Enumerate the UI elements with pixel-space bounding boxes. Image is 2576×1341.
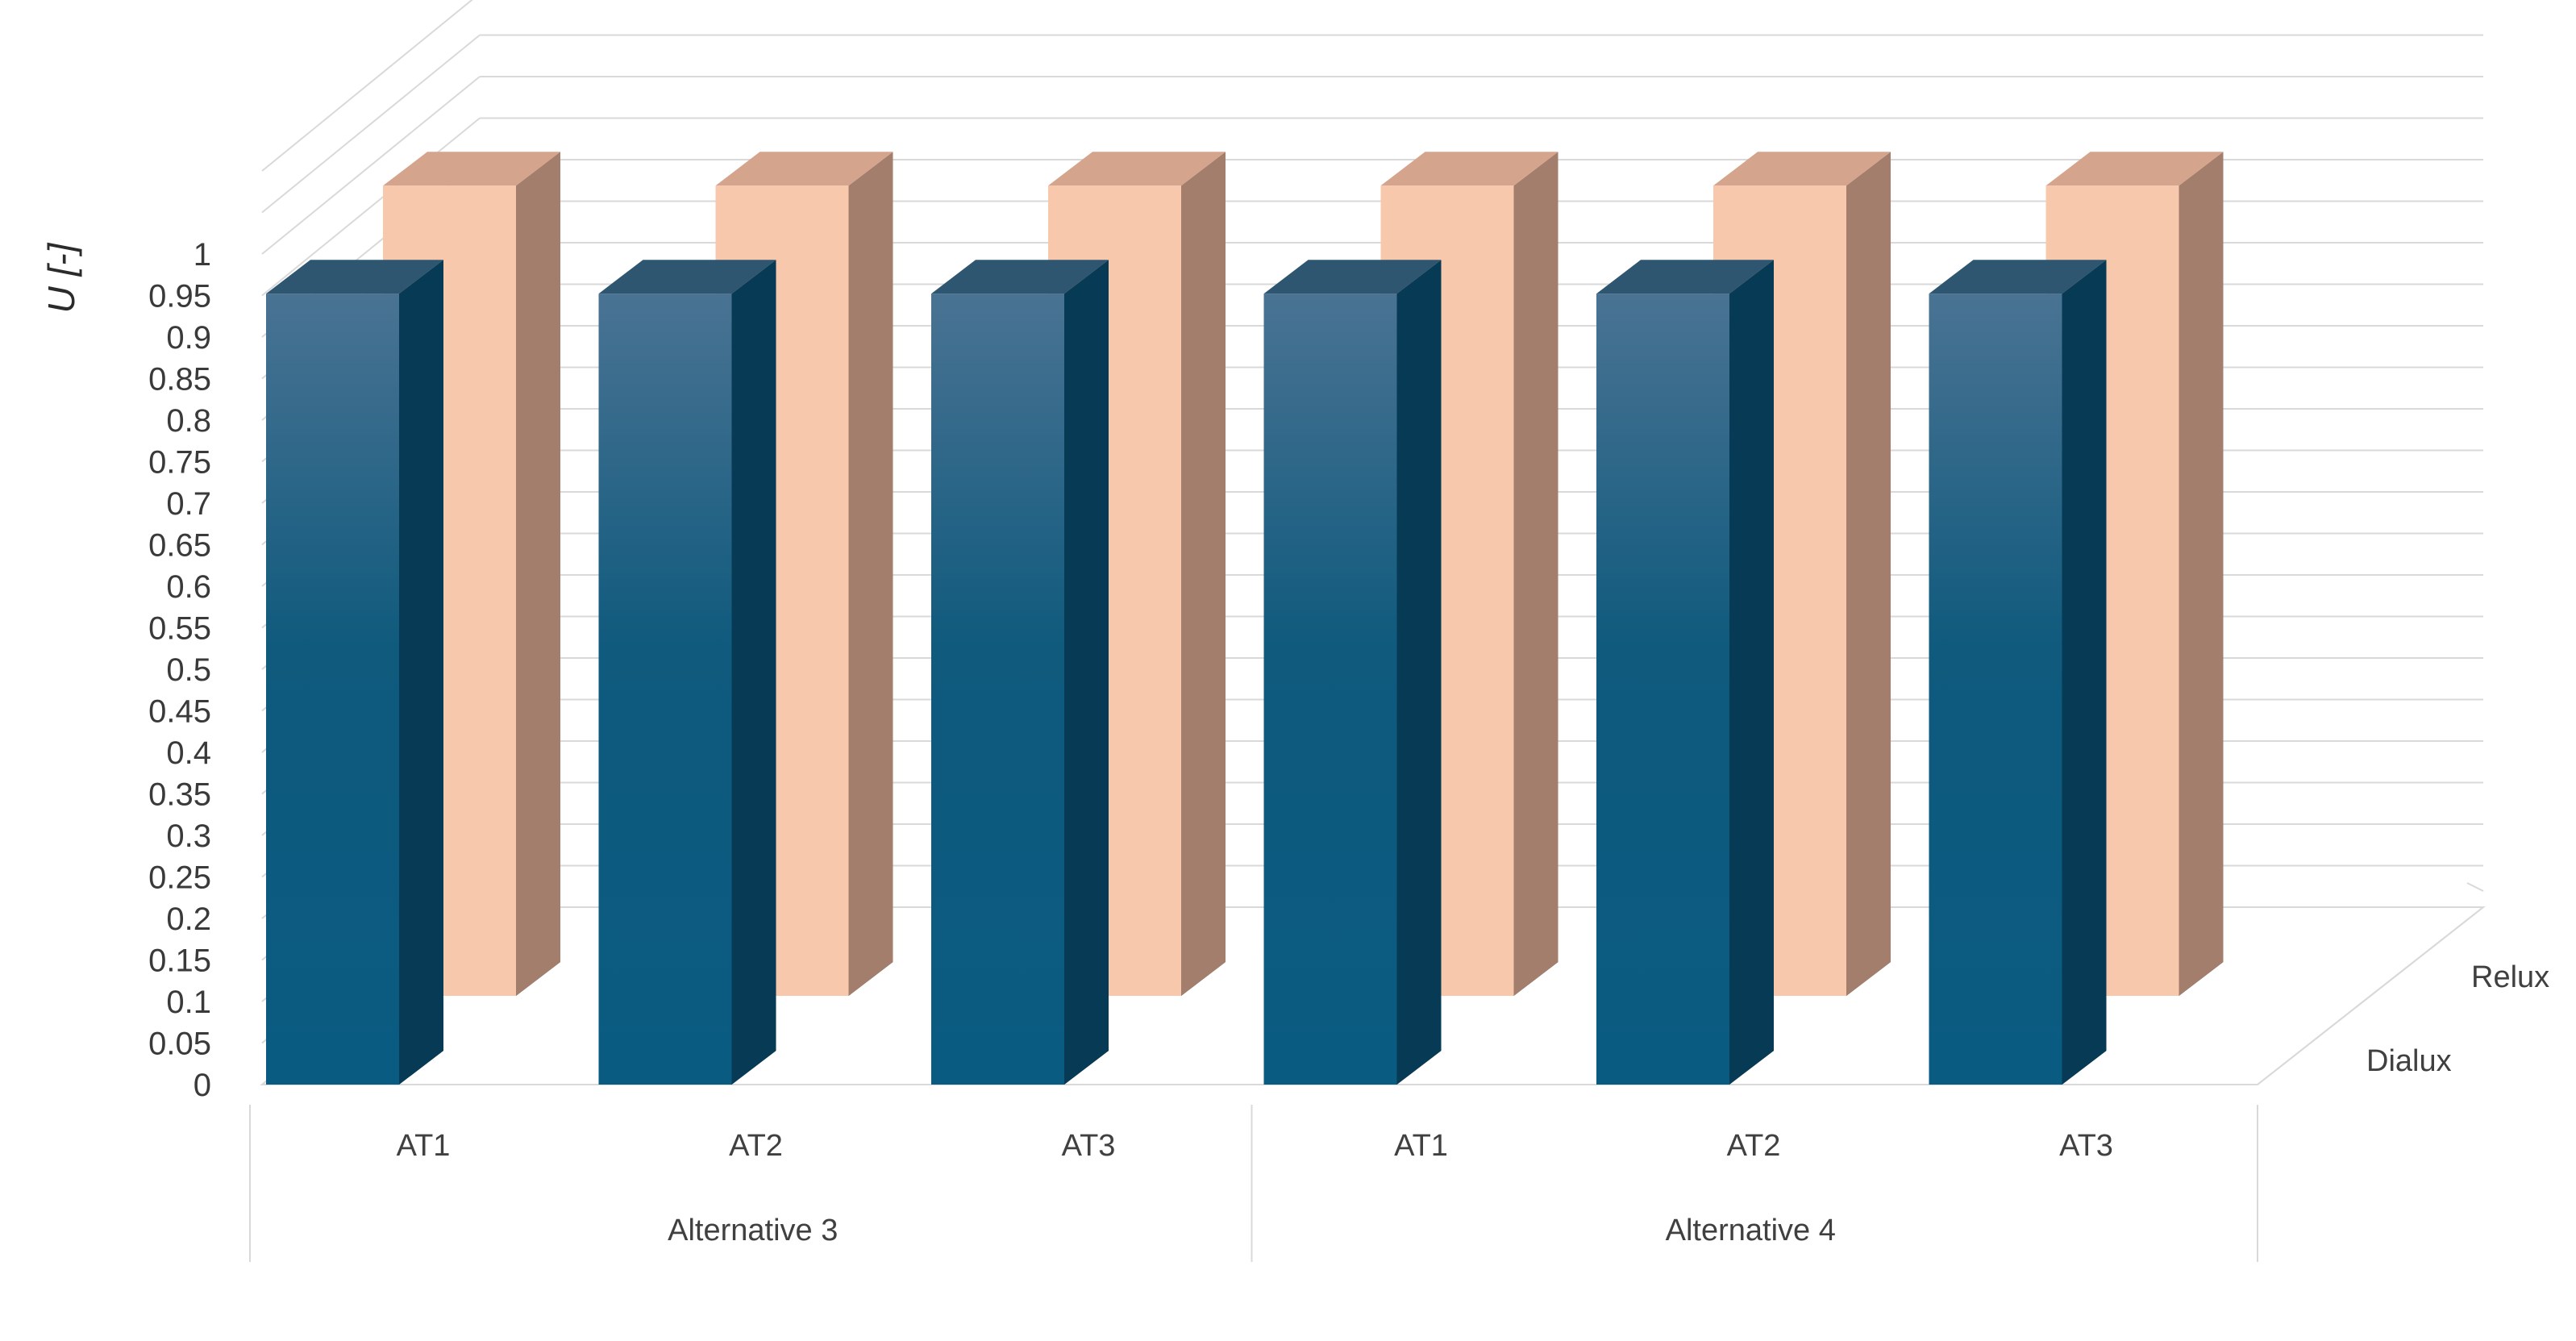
gridline-side bbox=[261, 117, 481, 297]
bar-top bbox=[1929, 260, 2107, 294]
y-tick-label: 0.25 bbox=[148, 860, 211, 896]
bar-top bbox=[1713, 152, 1891, 186]
series-label-dialux: Dialux bbox=[2366, 1044, 2452, 1078]
bar-side bbox=[1513, 152, 1559, 996]
y-tick-label: 0.45 bbox=[148, 694, 211, 730]
dialux-series bbox=[266, 260, 2107, 1085]
bar-side bbox=[2062, 260, 2107, 1085]
dialux-bar-3 bbox=[931, 260, 1109, 1085]
bar-side bbox=[516, 152, 560, 996]
bar-side bbox=[2179, 152, 2224, 996]
y-tick-label: 0.15 bbox=[148, 943, 211, 979]
bar-top bbox=[1263, 260, 1442, 294]
bar-top bbox=[1380, 152, 1559, 186]
category-label: AT2 bbox=[1727, 1129, 1781, 1163]
y-tick-label: 0.4 bbox=[166, 735, 211, 771]
bar-side bbox=[1846, 152, 1891, 996]
bar-top bbox=[383, 152, 560, 186]
y-tick-label: 0.55 bbox=[148, 611, 211, 647]
bar-side bbox=[1729, 260, 1774, 1085]
y-tick-label: 0.35 bbox=[148, 777, 211, 813]
dialux-bar-4 bbox=[1263, 260, 1442, 1085]
y-tick-label: 0.7 bbox=[166, 486, 211, 522]
y-tick-label: 0 bbox=[194, 1068, 211, 1103]
bar-side bbox=[1064, 260, 1109, 1085]
dialux-bar-6 bbox=[1929, 260, 2107, 1085]
bar-face bbox=[598, 294, 732, 1085]
bar-top bbox=[2045, 152, 2224, 186]
bar-side bbox=[1181, 152, 1226, 996]
bar-face bbox=[1929, 294, 2062, 1085]
bar-top bbox=[715, 152, 893, 186]
bar-side bbox=[399, 260, 443, 1085]
bar-top bbox=[598, 260, 776, 294]
bar-top bbox=[266, 260, 443, 294]
bar-side bbox=[848, 152, 893, 996]
series-axis-line bbox=[2466, 882, 2484, 892]
dialux-bar-1 bbox=[266, 260, 443, 1085]
bar-face bbox=[1596, 294, 1729, 1085]
bar-top bbox=[1048, 152, 1226, 186]
category-label: AT2 bbox=[729, 1129, 783, 1163]
gridline-side bbox=[261, 34, 481, 214]
category-label: AT1 bbox=[397, 1129, 451, 1163]
y-tick-label: 1 bbox=[194, 237, 211, 273]
y-tick-label: 0.05 bbox=[148, 1027, 211, 1062]
bar-face bbox=[931, 294, 1064, 1085]
group-label: Alternative 3 bbox=[668, 1214, 838, 1247]
y-tick-label: 0.3 bbox=[166, 818, 211, 854]
y-tick-label: 0.6 bbox=[166, 569, 211, 605]
category-axis: AT1 AT2 AT3 AT1 AT2 AT3 Alternative 3 Alternati… bbox=[249, 1105, 2258, 1262]
y-tick-label: 0.8 bbox=[166, 403, 211, 439]
category-label: AT3 bbox=[1062, 1129, 1116, 1163]
y-axis-label: U [-] bbox=[40, 242, 82, 313]
series-label-relux: Relux bbox=[2471, 960, 2549, 994]
bar-top bbox=[931, 260, 1109, 294]
y-tick-label: 0.65 bbox=[148, 528, 211, 564]
dialux-bar-5 bbox=[1596, 260, 1774, 1085]
dialux-bar-2 bbox=[598, 260, 776, 1085]
y-axis-tick-labels: 0 0.05 0.1 0.15 0.2 0.25 0.3 0.35 0.4 0.45 0.5 0.55… bbox=[148, 237, 211, 1103]
y-tick-label: 0.2 bbox=[166, 902, 211, 937]
bar-face bbox=[266, 294, 399, 1085]
bar-side bbox=[1396, 260, 1442, 1085]
y-tick-label: 0.75 bbox=[148, 445, 211, 481]
bar-top bbox=[1596, 260, 1774, 294]
y-tick-label: 0.5 bbox=[166, 652, 211, 688]
gridline-side bbox=[261, 76, 481, 255]
category-label: AT1 bbox=[1394, 1129, 1448, 1163]
bar-side bbox=[731, 260, 776, 1085]
floor-right-edge bbox=[2257, 906, 2484, 1085]
category-label: AT3 bbox=[2059, 1129, 2113, 1163]
y-tick-label: 0.9 bbox=[166, 320, 211, 356]
y-tick-label: 0.1 bbox=[166, 985, 211, 1020]
bar-face bbox=[1263, 294, 1397, 1085]
group-label: Alternative 4 bbox=[1666, 1214, 1836, 1247]
y-tick-label: 0.85 bbox=[148, 362, 211, 398]
y-tick-label: 0.95 bbox=[148, 279, 211, 314]
gridline-side bbox=[261, 0, 473, 172]
